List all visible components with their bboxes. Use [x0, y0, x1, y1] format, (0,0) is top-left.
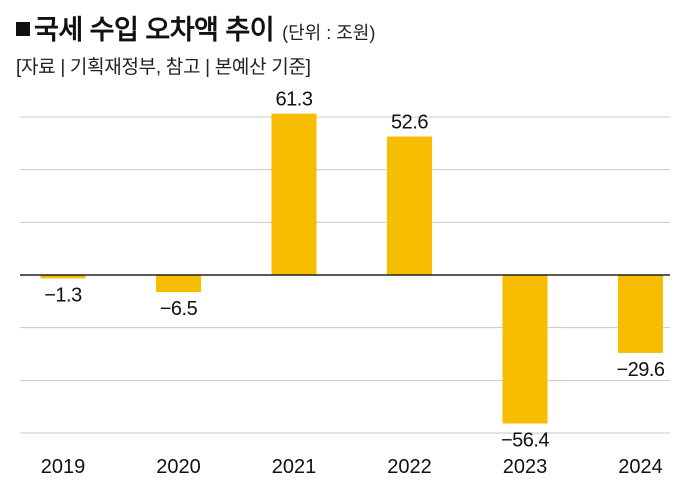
value-label-2021: 61.3: [276, 89, 313, 111]
value-label-2024: −29.6: [616, 359, 664, 381]
x-tick-2024: 2024: [618, 456, 663, 478]
value-label-2022: 52.6: [391, 112, 428, 134]
x-tick-2021: 2021: [272, 456, 317, 478]
value-label-2019: −1.3: [44, 284, 82, 306]
gridlines: [20, 116, 670, 434]
x-tick-2023: 2023: [503, 456, 548, 478]
chart-title: 국세 수입 오차액 추이: [34, 15, 275, 45]
x-tick-2022: 2022: [387, 456, 432, 478]
title-square-icon: [16, 22, 30, 36]
value-labels: −1.3 −6.5 61.3 52.6 −56.4 −29.6: [44, 89, 665, 452]
bar-2019: [40, 275, 86, 279]
x-tick-2019: 2019: [41, 456, 86, 478]
unit-label: (단위 : 조원): [282, 23, 376, 43]
value-label-2020: −6.5: [160, 298, 198, 320]
source-note: [자료 | 기획재정부, 참고 | 본예산 기준]: [16, 57, 311, 78]
bar-2023: [502, 275, 548, 424]
bars: [40, 113, 663, 424]
bar-2024: [618, 275, 663, 353]
x-tick-labels: 2019 2020 2021 2022 2023 2024: [41, 456, 663, 478]
x-tick-2020: 2020: [156, 456, 201, 478]
chart-header: 국세 수입 오차액 추이 (단위 : 조원): [16, 8, 375, 47]
bar-2022: [387, 136, 432, 275]
bar-2021: [271, 113, 317, 275]
value-label-2023: −56.4: [501, 430, 549, 452]
bar-2020: [156, 275, 201, 293]
